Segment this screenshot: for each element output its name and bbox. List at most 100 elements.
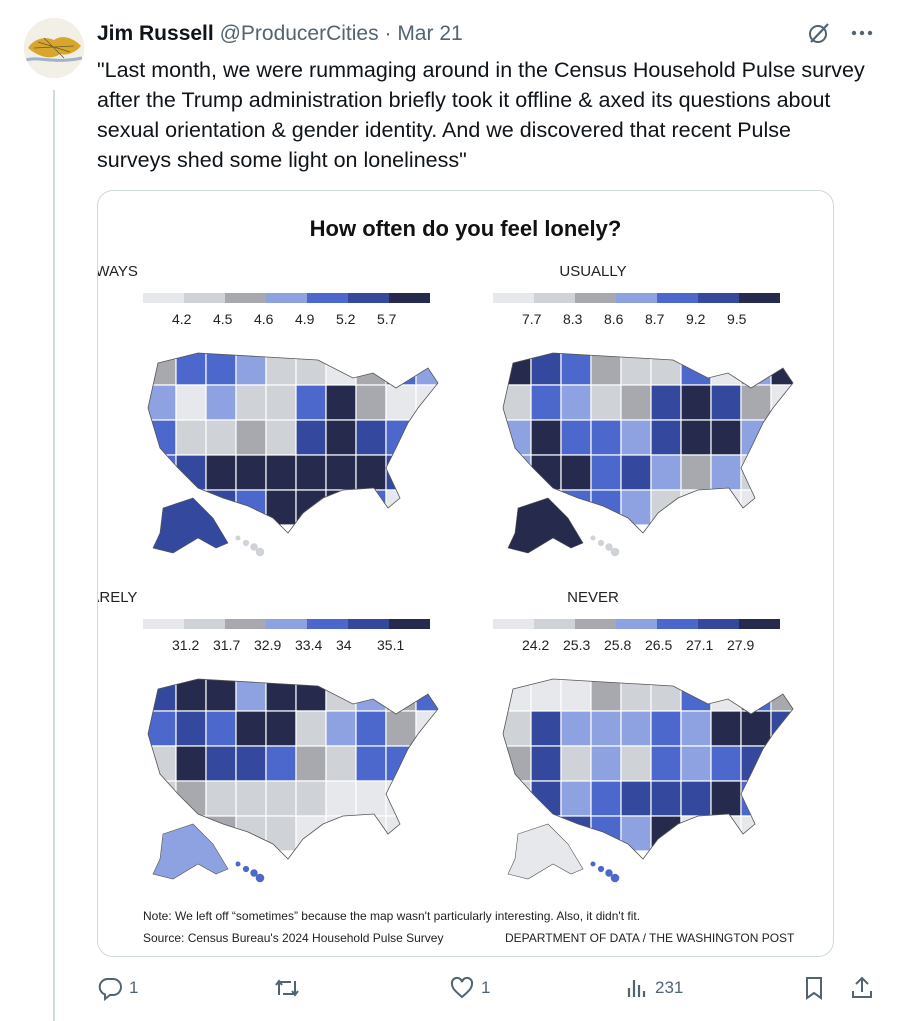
legend — [143, 293, 430, 303]
panel-title: RARELY — [98, 589, 138, 606]
legend-tick-label: 4.5 — [213, 311, 233, 327]
avatar[interactable] — [24, 18, 84, 78]
state-region — [148, 710, 177, 747]
state-region — [325, 780, 357, 817]
state-region — [650, 780, 682, 817]
legend-swatch — [739, 293, 780, 303]
state-region — [770, 815, 793, 852]
state-region — [355, 780, 387, 817]
views-button[interactable]: 231 — [625, 975, 683, 1001]
alaska — [507, 497, 584, 554]
state-region — [590, 419, 622, 456]
state-region — [620, 745, 652, 782]
retweet-icon — [275, 979, 299, 997]
state-region — [560, 419, 592, 456]
state-region — [710, 419, 742, 456]
state-region — [620, 419, 652, 456]
state-region — [235, 745, 267, 782]
legend-swatch — [307, 293, 348, 303]
state-region — [415, 780, 438, 817]
state-region — [355, 353, 387, 386]
state-region — [235, 710, 267, 747]
legend-swatch — [143, 619, 184, 629]
state-region — [205, 679, 237, 712]
panel-title: NEVER — [567, 589, 619, 606]
legend-swatch — [739, 619, 780, 629]
alaska — [507, 823, 584, 880]
state-region — [295, 353, 327, 386]
tweet-header: Jim Russell @ProducerCities · Mar 21 — [97, 20, 463, 48]
state-region — [175, 745, 207, 782]
legend-swatch — [143, 293, 184, 303]
state-region — [175, 454, 207, 491]
legend-tick-label: 9.5 — [727, 311, 747, 327]
legend-swatch — [657, 293, 698, 303]
state-region — [355, 489, 387, 526]
legend-swatch — [184, 619, 225, 629]
state-region — [560, 454, 592, 491]
state-region — [770, 419, 793, 456]
share-button[interactable] — [849, 975, 875, 1001]
tweet-date[interactable]: Mar 21 — [397, 22, 463, 45]
legend-tick-label: 34 — [336, 637, 352, 653]
state-region — [205, 419, 237, 456]
legend-tick-label: 31.2 — [172, 637, 200, 653]
state-region — [265, 489, 297, 526]
map-outline — [502, 352, 794, 534]
state-region — [295, 679, 327, 712]
state-region — [770, 710, 793, 747]
like-count: 1 — [481, 978, 491, 997]
retweet-button[interactable] — [273, 975, 301, 1001]
bookmark-button[interactable] — [803, 975, 825, 1001]
state-region — [355, 419, 387, 456]
state-region — [620, 710, 652, 747]
state-region — [650, 454, 682, 491]
state-region — [355, 454, 387, 491]
legend-tick-label: 25.8 — [604, 637, 632, 653]
state-region — [680, 353, 712, 386]
legend-tick-label: 5.2 — [336, 311, 356, 327]
hawaii-island — [610, 873, 620, 883]
state-region — [710, 679, 742, 712]
panel-rarely: RARELY 31.2 31.7 32.9 33.4 34 35.1 — [98, 589, 439, 889]
legend-swatch — [698, 619, 739, 629]
state-region — [710, 745, 742, 782]
author-handle[interactable]: @ProducerCities — [219, 22, 379, 45]
state-region — [770, 679, 793, 712]
state-region — [235, 384, 267, 421]
state-region — [590, 454, 622, 491]
state-region — [740, 384, 772, 421]
grok-icon[interactable] — [806, 20, 832, 46]
state-region — [325, 454, 357, 491]
state-region — [385, 489, 417, 526]
like-button[interactable]: 1 — [449, 975, 490, 1001]
hawaii-island — [235, 861, 241, 867]
state-region — [415, 353, 438, 386]
state-region — [650, 745, 682, 782]
reply-button[interactable]: 1 — [97, 975, 138, 1001]
author-name[interactable]: Jim Russell — [97, 22, 214, 45]
legend-tick-label: 27.1 — [686, 637, 714, 653]
state-region — [710, 454, 742, 491]
state-region — [295, 710, 327, 747]
legend-tick-label: 7.7 — [522, 311, 542, 327]
hawaii-island — [242, 539, 250, 547]
state-region — [740, 489, 772, 526]
legend-swatch — [348, 619, 389, 629]
image-card[interactable]: How often do you feel lonely? ALWAYS 4.2… — [97, 190, 834, 957]
legend-swatch — [534, 293, 575, 303]
state-region — [503, 384, 532, 421]
state-region — [650, 710, 682, 747]
legend-tick-label: 33.4 — [295, 637, 323, 653]
chart-note: Note: We left off “sometimes” because th… — [143, 909, 641, 923]
state-region — [680, 745, 712, 782]
state-region — [385, 384, 417, 421]
state-region — [175, 679, 207, 712]
state-region — [680, 419, 712, 456]
legend-swatch — [657, 619, 698, 629]
more-icon[interactable] — [850, 21, 874, 45]
state-region — [205, 710, 237, 747]
state-region — [205, 780, 237, 817]
state-region — [530, 384, 562, 421]
state-region — [710, 384, 742, 421]
